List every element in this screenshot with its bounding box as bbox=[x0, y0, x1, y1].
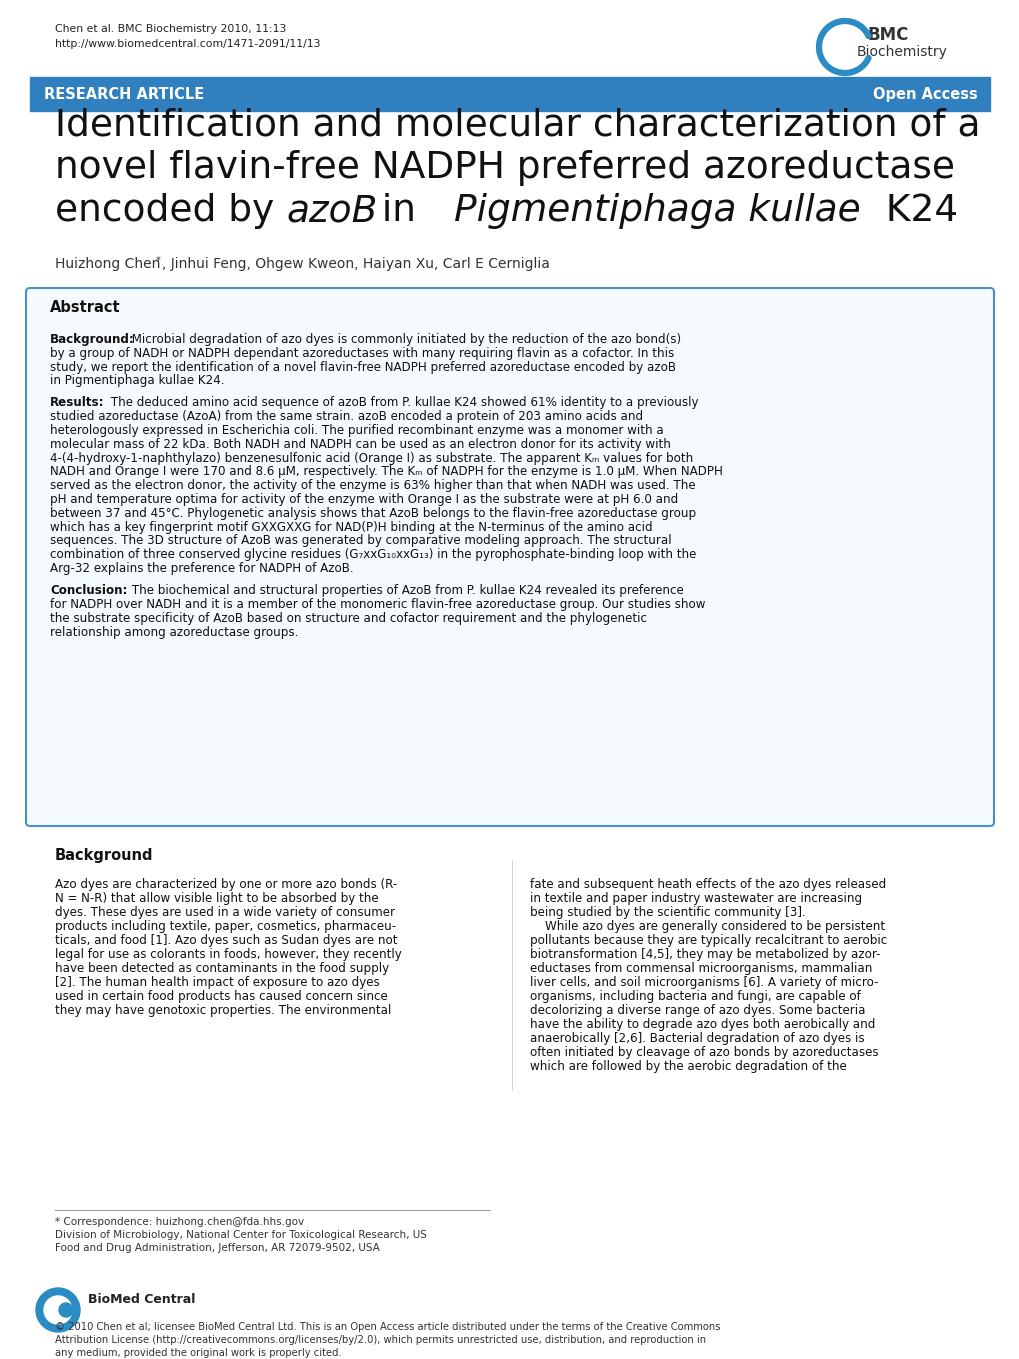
Text: * Correspondence: huizhong.chen@fda.hhs.gov: * Correspondence: huizhong.chen@fda.hhs.… bbox=[55, 1218, 304, 1227]
Text: BioMed Central: BioMed Central bbox=[88, 1292, 196, 1306]
Text: in Pigmentiphaga kullae K24.: in Pigmentiphaga kullae K24. bbox=[50, 374, 224, 387]
Text: Biochemistry: Biochemistry bbox=[856, 45, 947, 58]
Text: study, we report the identification of a novel flavin-free NADPH preferred azore: study, we report the identification of a… bbox=[50, 360, 676, 374]
Text: Background:: Background: bbox=[50, 333, 135, 347]
Text: Pigmentiphaga kullae: Pigmentiphaga kullae bbox=[453, 193, 860, 230]
Text: they may have genotoxic properties. The environmental: they may have genotoxic properties. The … bbox=[55, 1004, 391, 1017]
Text: [2]. The human health impact of exposure to azo dyes: [2]. The human health impact of exposure… bbox=[55, 976, 379, 989]
Text: the substrate specificity of AzoB based on structure and cofactor requirement an: the substrate specificity of AzoB based … bbox=[50, 612, 646, 625]
Text: Background: Background bbox=[55, 848, 153, 863]
Circle shape bbox=[44, 1296, 72, 1324]
Text: which are followed by the aerobic degradation of the: which are followed by the aerobic degrad… bbox=[530, 1060, 846, 1074]
Text: studied azoreductase (AzoA) from the same strain. azoB encoded a protein of 203 : studied azoreductase (AzoA) from the sam… bbox=[50, 410, 643, 423]
Text: dyes. These dyes are used in a wide variety of consumer: dyes. These dyes are used in a wide vari… bbox=[55, 906, 394, 919]
Text: Identification and molecular characterization of a: Identification and molecular characteriz… bbox=[55, 107, 979, 143]
Text: by a group of NADH or NADPH dependant azoreductases with many requiring flavin a: by a group of NADH or NADPH dependant az… bbox=[50, 347, 674, 360]
Text: have been detected as contaminants in the food supply: have been detected as contaminants in th… bbox=[55, 962, 388, 974]
Circle shape bbox=[36, 1288, 79, 1332]
Text: being studied by the scientific community [3].: being studied by the scientific communit… bbox=[530, 906, 805, 919]
Text: Conclusion:: Conclusion: bbox=[50, 584, 127, 597]
Text: liver cells, and soil microorganisms [6]. A variety of micro-: liver cells, and soil microorganisms [6]… bbox=[530, 976, 877, 989]
Text: Attribution License (http://creativecommons.org/licenses/by/2.0), which permits : Attribution License (http://creativecomm… bbox=[55, 1335, 705, 1345]
Text: in textile and paper industry wastewater are increasing: in textile and paper industry wastewater… bbox=[530, 892, 861, 905]
Text: legal for use as colorants in foods, however, they recently: legal for use as colorants in foods, how… bbox=[55, 949, 401, 961]
Text: between 37 and 45°C. Phylogenetic analysis shows that AzoB belongs to the flavin: between 37 and 45°C. Phylogenetic analys… bbox=[50, 507, 695, 520]
Text: decolorizing a diverse range of azo dyes. Some bacteria: decolorizing a diverse range of azo dyes… bbox=[530, 1004, 865, 1017]
Text: 4-(4-hydroxy-1-naphthylazo) benzenesulfonic acid (Orange I) as substrate. The ap: 4-(4-hydroxy-1-naphthylazo) benzenesulfo… bbox=[50, 451, 693, 465]
Text: Microbial degradation of azo dyes is commonly initiated by the reduction of the : Microbial degradation of azo dyes is com… bbox=[128, 333, 681, 347]
Text: used in certain food products has caused concern since: used in certain food products has caused… bbox=[55, 989, 387, 1003]
Text: anaerobically [2,6]. Bacterial degradation of azo dyes is: anaerobically [2,6]. Bacterial degradati… bbox=[530, 1031, 864, 1045]
Text: eductases from commensal microorganisms, mammalian: eductases from commensal microorganisms,… bbox=[530, 962, 871, 974]
Text: encoded by: encoded by bbox=[55, 193, 286, 230]
Text: which has a key fingerprint motif GXXGXXG for NAD(P)H binding at the N-terminus : which has a key fingerprint motif GXXGXX… bbox=[50, 520, 652, 534]
Text: in: in bbox=[370, 193, 427, 230]
Text: sequences. The 3D structure of AzoB was generated by comparative modeling approa: sequences. The 3D structure of AzoB was … bbox=[50, 534, 671, 548]
Text: Results:: Results: bbox=[50, 397, 104, 409]
Text: The deduced amino acid sequence of azoB from P. kullae K24 showed 61% identity t: The deduced amino acid sequence of azoB … bbox=[107, 397, 698, 409]
Text: Arg-32 explains the preference for NADPH of AzoB.: Arg-32 explains the preference for NADPH… bbox=[50, 563, 354, 575]
Text: often initiated by cleavage of azo bonds by azoreductases: often initiated by cleavage of azo bonds… bbox=[530, 1046, 877, 1059]
Text: molecular mass of 22 kDa. Both NADH and NADPH can be used as an electron donor f: molecular mass of 22 kDa. Both NADH and … bbox=[50, 438, 671, 451]
Text: azoB: azoB bbox=[285, 193, 377, 230]
Text: BMC: BMC bbox=[867, 26, 909, 43]
Text: Food and Drug Administration, Jefferson, AR 72079-9502, USA: Food and Drug Administration, Jefferson,… bbox=[55, 1243, 379, 1253]
Text: While azo dyes are generally considered to be persistent: While azo dyes are generally considered … bbox=[530, 920, 884, 934]
Text: Chen et al. BMC Biochemistry 2010, 11:13: Chen et al. BMC Biochemistry 2010, 11:13 bbox=[55, 24, 286, 34]
Circle shape bbox=[59, 1303, 73, 1317]
Text: heterologously expressed in Escherichia coli. The purified recombinant enzyme wa: heterologously expressed in Escherichia … bbox=[50, 424, 663, 438]
Text: Abstract: Abstract bbox=[50, 300, 120, 315]
Text: organisms, including bacteria and fungi, are capable of: organisms, including bacteria and fungi,… bbox=[530, 989, 860, 1003]
Text: ticals, and food [1]. Azo dyes such as Sudan dyes are not: ticals, and food [1]. Azo dyes such as S… bbox=[55, 934, 397, 947]
Text: products including textile, paper, cosmetics, pharmaceu-: products including textile, paper, cosme… bbox=[55, 920, 395, 934]
Text: © 2010 Chen et al; licensee BioMed Central Ltd. This is an Open Access article d: © 2010 Chen et al; licensee BioMed Centr… bbox=[55, 1322, 719, 1332]
Text: pH and temperature optima for activity of the enzyme with Orange I as the substr: pH and temperature optima for activity o… bbox=[50, 493, 678, 506]
Text: pollutants because they are typically recalcitrant to aerobic: pollutants because they are typically re… bbox=[530, 934, 887, 947]
Bar bbox=[30, 77, 989, 111]
Text: N = N-R) that allow visible light to be absorbed by the: N = N-R) that allow visible light to be … bbox=[55, 892, 378, 905]
Text: novel flavin-free NADPH preferred azoreductase: novel flavin-free NADPH preferred azored… bbox=[55, 149, 954, 186]
Text: NADH and Orange I were 170 and 8.6 μM, respectively. The Kₘ of NADPH for the enz: NADH and Orange I were 170 and 8.6 μM, r… bbox=[50, 466, 722, 478]
Text: Division of Microbiology, National Center for Toxicological Research, US: Division of Microbiology, National Cente… bbox=[55, 1230, 427, 1239]
Text: relationship among azoreductase groups.: relationship among azoreductase groups. bbox=[50, 625, 299, 639]
Text: served as the electron donor, the activity of the enzyme is 63% higher than that: served as the electron donor, the activi… bbox=[50, 480, 695, 492]
Text: Azo dyes are characterized by one or more azo bonds (R-: Azo dyes are characterized by one or mor… bbox=[55, 878, 396, 892]
Text: , Jinhui Feng, Ohgew Kweon, Haiyan Xu, Carl E Cerniglia: , Jinhui Feng, Ohgew Kweon, Haiyan Xu, C… bbox=[161, 257, 549, 270]
Text: biotransformation [4,5], they may be metabolized by azor-: biotransformation [4,5], they may be met… bbox=[530, 949, 879, 961]
Text: The biochemical and structural properties of AzoB from P. kullae K24 revealed it: The biochemical and structural propertie… bbox=[128, 584, 684, 597]
Text: have the ability to degrade azo dyes both aerobically and: have the ability to degrade azo dyes bot… bbox=[530, 1018, 874, 1031]
Text: K24: K24 bbox=[873, 193, 957, 230]
Text: any medium, provided the original work is properly cited.: any medium, provided the original work i… bbox=[55, 1348, 341, 1358]
Text: Huizhong Chen: Huizhong Chen bbox=[55, 257, 160, 270]
Text: fate and subsequent heath effects of the azo dyes released: fate and subsequent heath effects of the… bbox=[530, 878, 886, 892]
Text: *: * bbox=[156, 255, 161, 266]
FancyBboxPatch shape bbox=[25, 288, 994, 826]
Text: http://www.biomedcentral.com/1471-2091/11/13: http://www.biomedcentral.com/1471-2091/1… bbox=[55, 39, 320, 49]
Text: for NADPH over NADH and it is a member of the monomeric flavin-free azoreductase: for NADPH over NADH and it is a member o… bbox=[50, 598, 705, 612]
Text: combination of three conserved glycine residues (G₇xxG₁₀xxG₁₃) in the pyrophosph: combination of three conserved glycine r… bbox=[50, 548, 696, 561]
Text: RESEARCH ARTICLE: RESEARCH ARTICLE bbox=[44, 87, 204, 102]
Text: Open Access: Open Access bbox=[872, 87, 977, 102]
